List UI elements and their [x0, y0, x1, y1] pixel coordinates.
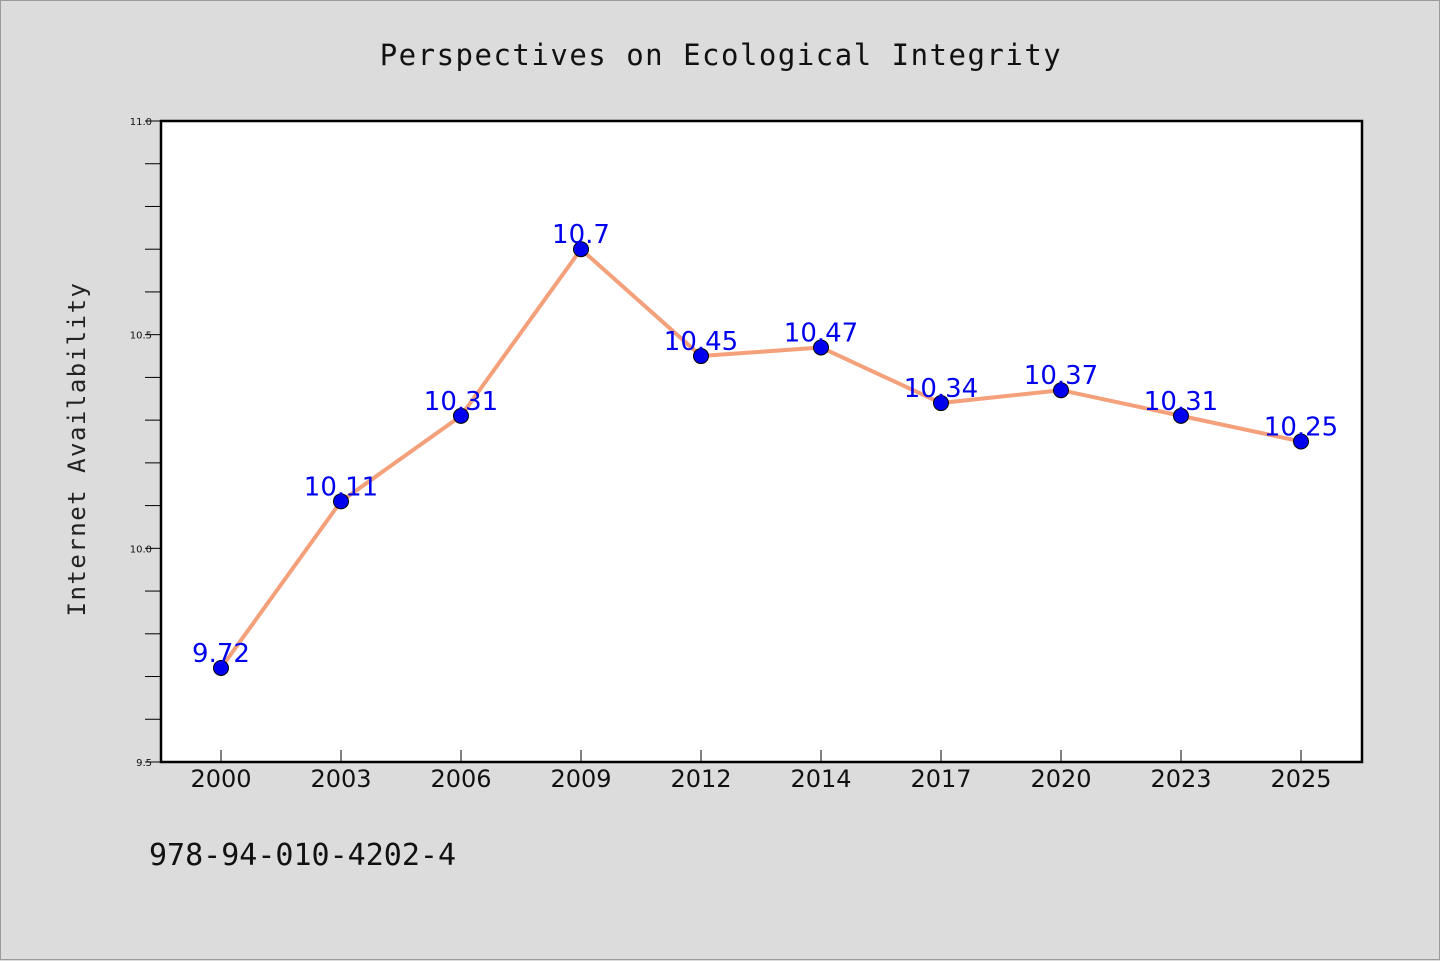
data-label: 9.72	[192, 639, 250, 669]
plot-border	[159, 119, 1364, 764]
y-tick-label: 9.5	[136, 758, 152, 769]
plot-area	[161, 121, 1362, 762]
x-tick-label: 2012	[670, 765, 731, 793]
x-tick-label: 2023	[1150, 765, 1211, 793]
x-tick-label: 2014	[790, 765, 851, 793]
data-markers	[213, 241, 1309, 676]
data-labels: 9.72 10.11 10.31 10.7 10.45 10.47 10.34 10.37 10…	[192, 220, 1338, 669]
data-label: 10.31	[424, 387, 498, 417]
data-label: 10.37	[1024, 361, 1098, 391]
series-line	[219, 247, 1302, 670]
data-point	[333, 493, 349, 510]
data-point	[933, 395, 949, 412]
y-axis-label: Internet Availability	[63, 282, 91, 617]
data-label: 10.45	[664, 327, 738, 357]
x-tick-label: 2017	[910, 765, 971, 793]
data-label: 10.11	[304, 472, 378, 502]
data-label: 10.7	[552, 220, 610, 250]
data-label: 10.47	[784, 318, 858, 348]
y-tick-label: 10.0	[130, 544, 152, 555]
data-point	[213, 659, 229, 676]
data-point	[693, 348, 709, 365]
x-axis: 2000 2003 2006 2009 2012 2014 2017 2020 2023 2025	[190, 750, 1332, 793]
data-label: 10.25	[1264, 413, 1338, 443]
data-point	[1173, 407, 1189, 424]
y-tick-label: 11.0	[130, 117, 152, 128]
y-axis: 9.5 10.0 10.5 11.0	[130, 117, 161, 769]
x-tick-label: 2009	[550, 765, 611, 793]
data-label: 10.31	[1144, 387, 1218, 417]
data-point	[1293, 433, 1309, 450]
x-tick-label: 2003	[310, 765, 371, 793]
x-tick-label: 2025	[1270, 765, 1331, 793]
data-point	[813, 339, 829, 356]
x-tick-label: 2020	[1030, 765, 1091, 793]
data-point	[453, 407, 469, 424]
data-label: 10.34	[904, 374, 978, 404]
y-tick-label: 10.5	[130, 331, 152, 342]
isbn-footer: 978-94-010-4202-4	[149, 838, 456, 873]
data-point	[1053, 382, 1069, 399]
x-tick-label: 2006	[430, 765, 491, 793]
x-tick-label: 2000	[190, 765, 251, 793]
data-point	[573, 241, 589, 258]
chart-title: Perspectives on Ecological Integrity	[380, 38, 1063, 72]
